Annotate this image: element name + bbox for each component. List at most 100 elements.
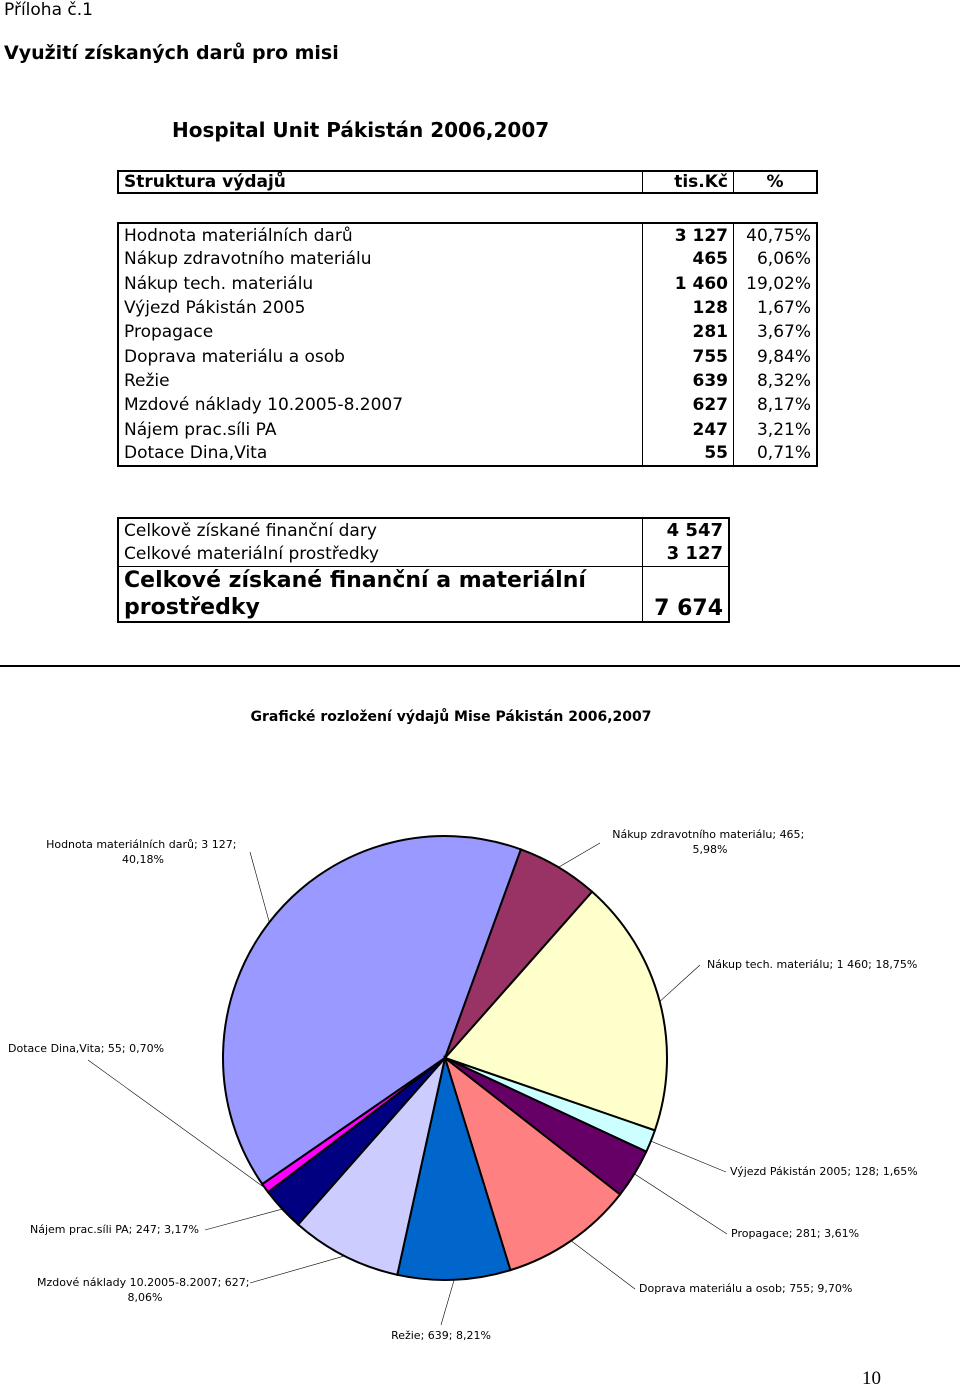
label-part: 465 bbox=[780, 828, 801, 841]
cell: Výjezd Pákistán 2005 bbox=[118, 295, 643, 321]
data-label: Režie; 639; 8,21% bbox=[391, 1329, 491, 1342]
chart-title: Grafické rozložení výdajů Mise Pákistán … bbox=[251, 708, 652, 725]
row: Výjezd Pákistán 2005 128 1,67% bbox=[118, 295, 817, 321]
label-part: ; bbox=[801, 828, 808, 841]
label-part: ; bbox=[829, 958, 836, 971]
label-part: 5,98% bbox=[693, 843, 728, 856]
leader-line bbox=[204, 1208, 283, 1231]
label-part: ; bbox=[810, 1282, 817, 1295]
label-part: 55 bbox=[108, 1042, 122, 1055]
cell: 3 127 bbox=[642, 223, 734, 248]
cell: Struktura výdajů bbox=[118, 171, 643, 193]
leader-line bbox=[570, 1240, 636, 1290]
cell: 3,21% bbox=[756, 419, 811, 440]
cell: 627 bbox=[642, 393, 734, 418]
cell: 1,67% bbox=[756, 298, 811, 319]
data-label: Propagace; 281; 3,61% bbox=[731, 1227, 859, 1240]
label-part: Mzdové náklady 10.2005-8.2007 bbox=[37, 1276, 218, 1289]
cell: 3 127 bbox=[666, 543, 723, 565]
label-part: 281 bbox=[796, 1227, 817, 1240]
leader-line bbox=[249, 851, 270, 923]
label-part: 639 bbox=[428, 1329, 449, 1342]
cell: 0,71% bbox=[756, 443, 811, 464]
label-part: ; bbox=[194, 838, 201, 851]
cell: 465 bbox=[642, 247, 734, 272]
label-part: 8,06% bbox=[128, 1291, 163, 1304]
label-part: 3,17% bbox=[164, 1223, 199, 1236]
cell: 4 547 bbox=[666, 520, 723, 541]
label-part: ; bbox=[218, 1276, 225, 1289]
label-part: 755 bbox=[789, 1282, 810, 1295]
label-part: 8,21% bbox=[456, 1329, 491, 1342]
label-part: 247 bbox=[136, 1223, 157, 1236]
cell: 639 bbox=[642, 368, 734, 394]
label-part: 1,65% bbox=[883, 1165, 918, 1178]
label-part: Propagace bbox=[731, 1227, 789, 1240]
data-label: Nákup tech. materiálu; 1 460; 18,75% bbox=[707, 958, 917, 971]
row: Dotace Dina,Vita 55 0,71% bbox=[118, 441, 817, 466]
label-part: ; bbox=[101, 1042, 108, 1055]
label-part: ; bbox=[782, 1282, 789, 1295]
cell: 3,67% bbox=[756, 322, 811, 343]
cell: 1 460 bbox=[642, 271, 734, 296]
leader-line bbox=[249, 1255, 345, 1284]
label-part: 128 bbox=[855, 1165, 876, 1178]
pie-slice bbox=[260, 1057, 446, 1194]
data-label: Hodnota materiálních darů; 3 127; 40,18% bbox=[46, 838, 240, 866]
leader-line bbox=[650, 1140, 727, 1173]
data-label: Doprava materiálu a osob; 755; 9,70% bbox=[639, 1282, 852, 1295]
label-part: Režie bbox=[391, 1329, 421, 1342]
row: Struktura výdajů tis.Kč% bbox=[118, 171, 817, 193]
leader-line bbox=[87, 1059, 266, 1189]
leader-line bbox=[634, 1173, 728, 1235]
subtitle: Hospital Unit Pákistán 2006,2007 bbox=[172, 118, 550, 142]
cell: 8,17% bbox=[756, 395, 811, 416]
cell: 247 bbox=[642, 417, 734, 442]
label-part: 3 127 bbox=[201, 838, 233, 851]
cell: 9,84% bbox=[756, 346, 811, 367]
cell: Celkově získané finanční dary bbox=[118, 518, 643, 542]
row: Hodnota materiálních darů 3 127 40,75% bbox=[118, 223, 817, 248]
cell: Nákup tech. materiálu bbox=[118, 271, 643, 296]
label-part: ; bbox=[449, 1329, 456, 1342]
leader-line bbox=[558, 842, 601, 868]
label-part: 0,70% bbox=[129, 1042, 164, 1055]
label-part: Nájem prac.síli PA bbox=[30, 1223, 129, 1236]
table-body: Hodnota materiálních darů 3 127 40,75% Náku… bbox=[117, 222, 818, 467]
label-part: ; bbox=[246, 1276, 253, 1289]
label-part: Hodnota materiálních darů bbox=[46, 838, 194, 851]
label-part: Nákup tech. materiálu bbox=[707, 958, 829, 971]
row: Nákup tech. materiálu 1 460 19,02% bbox=[118, 271, 817, 296]
cell: tis.Kč bbox=[642, 171, 734, 193]
label-part: ; bbox=[129, 1223, 136, 1236]
label-part: ; bbox=[876, 1165, 883, 1178]
label-part: 40,18% bbox=[122, 853, 164, 866]
cell: Hodnota materiálních darů bbox=[118, 223, 643, 248]
label-part: ; bbox=[772, 828, 779, 841]
label-part: ; bbox=[868, 958, 875, 971]
data-label: Mzdové náklady 10.2005-8.2007; 627; 8,06… bbox=[37, 1276, 253, 1304]
pie-slice bbox=[296, 1054, 447, 1277]
label-part: 1 460 bbox=[837, 958, 869, 971]
chart: Grafické rozložení výdajů Mise Pákistán … bbox=[8, 708, 918, 1342]
annex: Příloha č.1 bbox=[4, 0, 93, 20]
label-part: ; bbox=[421, 1329, 428, 1342]
cell: Režie bbox=[118, 368, 643, 394]
cell: 7 674 bbox=[642, 565, 729, 622]
cell: 40,75% bbox=[746, 225, 811, 246]
cell: % bbox=[766, 172, 784, 192]
cell: Nájem prac.síli PA bbox=[118, 417, 643, 442]
cell: Propagace bbox=[118, 320, 643, 345]
cell: 6,06% bbox=[756, 249, 811, 270]
cell: Doprava materiálu a osob bbox=[118, 344, 643, 369]
row: Nákup zdravotního materiálu 465 6,06% bbox=[118, 247, 817, 272]
label-part: ; bbox=[157, 1223, 164, 1236]
cell: 755 bbox=[642, 344, 734, 369]
cell: 55 bbox=[642, 441, 734, 466]
cell: 19,02% bbox=[746, 273, 811, 294]
row: Propagace 281 3,67% bbox=[118, 320, 817, 345]
cell: Mzdové náklady 10.2005-8.2007 bbox=[118, 393, 643, 418]
cell: 128 bbox=[642, 295, 734, 321]
label-part: 627 bbox=[225, 1276, 246, 1289]
